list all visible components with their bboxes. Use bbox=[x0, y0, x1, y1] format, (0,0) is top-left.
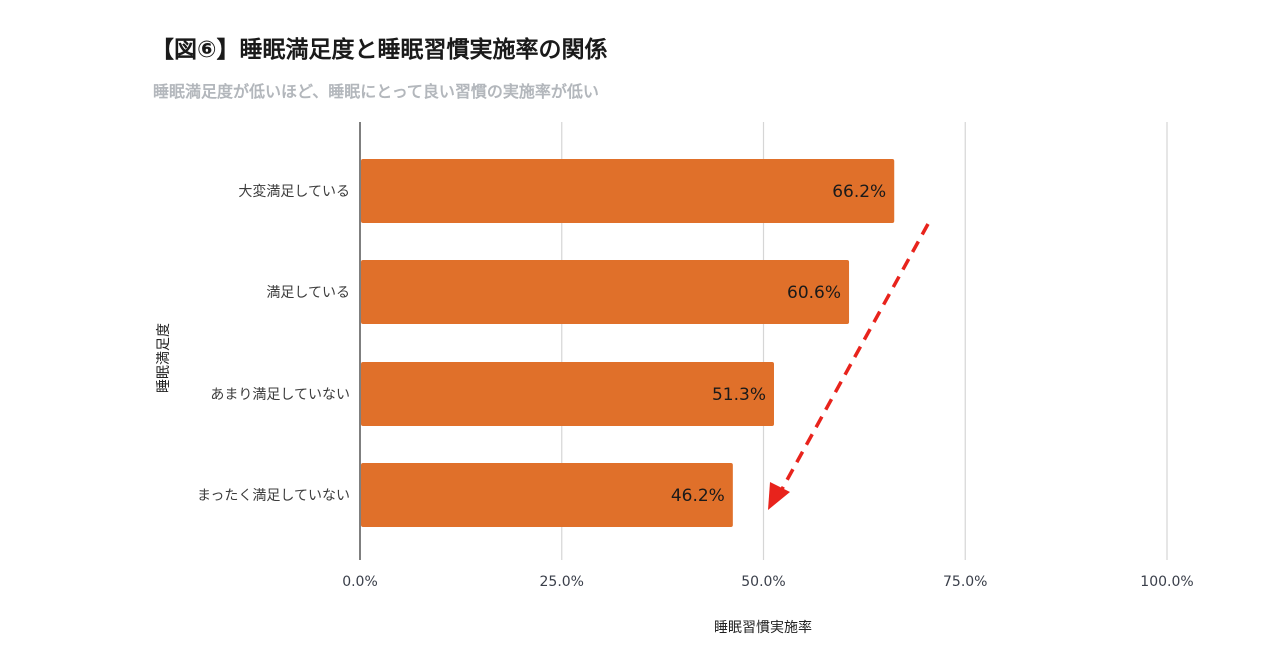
x-tick-label: 25.0% bbox=[540, 574, 584, 590]
x-tick-label: 75.0% bbox=[943, 574, 987, 590]
data-label: 51.3% bbox=[712, 385, 766, 405]
trend-arrow-head-icon bbox=[768, 482, 790, 510]
bar bbox=[361, 362, 774, 426]
bar bbox=[361, 260, 850, 324]
labels: 0.0% 25.0% 50.0% 75.0% 100.0% 大変満足している 66.2% 満足… bbox=[156, 182, 1194, 636]
data-label: 60.6% bbox=[787, 283, 841, 303]
chart-title: 【図⑥】睡眠満足度と睡眠習慣実施率の関係 bbox=[151, 37, 608, 63]
category-label: 満足している bbox=[266, 285, 350, 301]
category-label: あまり満足していない bbox=[210, 387, 350, 403]
data-label: 46.2% bbox=[671, 486, 725, 506]
chart-subtitle: 睡眠満足度が低いほど、睡眠にとって良い習慣の実施率が低い bbox=[153, 82, 599, 101]
category-label: 大変満足している bbox=[238, 183, 350, 200]
bar bbox=[361, 463, 733, 527]
x-tick-label: 100.0% bbox=[1140, 574, 1193, 590]
x-tick-label: 50.0% bbox=[741, 574, 785, 590]
x-tick-label: 0.0% bbox=[342, 574, 378, 590]
x-axis-title: 睡眠習慣実施率 bbox=[714, 619, 812, 636]
category-label: まったく満足していない bbox=[197, 488, 350, 504]
data-label: 66.2% bbox=[832, 182, 886, 202]
bars bbox=[361, 159, 895, 527]
y-axis-title: 睡眠満足度 bbox=[156, 323, 172, 393]
annotations bbox=[768, 223, 930, 510]
trend-arrow-line bbox=[774, 223, 930, 501]
bar bbox=[361, 159, 895, 223]
